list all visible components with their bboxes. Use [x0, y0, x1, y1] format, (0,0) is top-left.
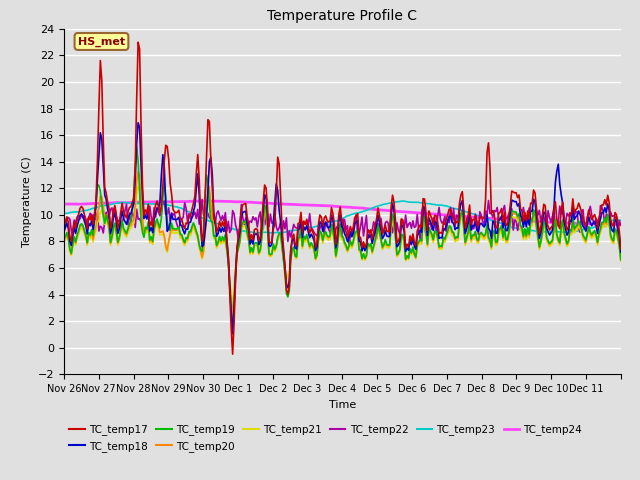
- TC_temp24: [614, 222, 621, 228]
- TC_temp20: [616, 243, 623, 249]
- TC_temp17: [134, 39, 142, 45]
- TC_temp21: [460, 228, 468, 234]
- TC_temp23: [399, 198, 406, 204]
- TC_temp17: [60, 221, 68, 227]
- TC_temp18: [460, 215, 468, 220]
- TC_temp17: [97, 58, 104, 63]
- Line: TC_temp18: TC_temp18: [64, 123, 621, 334]
- TC_temp21: [543, 238, 550, 243]
- TC_temp20: [79, 224, 87, 230]
- TC_temp21: [60, 240, 68, 245]
- TC_temp22: [616, 218, 623, 224]
- TC_temp19: [228, 326, 236, 332]
- TC_temp23: [348, 212, 356, 217]
- TC_temp20: [349, 239, 357, 245]
- TC_temp22: [97, 223, 104, 229]
- Title: Temperature Profile C: Temperature Profile C: [268, 10, 417, 24]
- Legend: TC_temp17, TC_temp18, TC_temp19, TC_temp20, TC_temp21, TC_temp22, TC_temp23, TC_: TC_temp17, TC_temp18, TC_temp19, TC_temp…: [69, 424, 582, 452]
- Line: TC_temp21: TC_temp21: [64, 187, 621, 306]
- TC_temp22: [198, 197, 206, 203]
- Line: TC_temp17: TC_temp17: [64, 42, 621, 354]
- TC_temp24: [79, 201, 87, 207]
- TC_temp23: [616, 217, 623, 223]
- TC_temp20: [97, 193, 104, 199]
- TC_temp21: [349, 241, 357, 247]
- TC_temp20: [134, 168, 142, 174]
- TC_temp24: [213, 198, 221, 204]
- TC_temp20: [617, 257, 625, 263]
- TC_temp20: [60, 237, 68, 243]
- TC_temp21: [134, 184, 142, 190]
- TC_temp19: [97, 188, 104, 194]
- TC_temp18: [543, 226, 550, 231]
- TC_temp19: [60, 236, 68, 242]
- TC_temp23: [617, 217, 625, 223]
- TC_temp18: [617, 249, 625, 255]
- TC_temp21: [228, 303, 236, 309]
- Line: TC_temp20: TC_temp20: [64, 171, 621, 317]
- TC_temp17: [617, 246, 625, 252]
- TC_temp18: [134, 120, 142, 126]
- TC_temp17: [543, 219, 550, 225]
- TC_temp22: [617, 222, 625, 228]
- TC_temp22: [60, 229, 68, 235]
- Line: TC_temp24: TC_temp24: [64, 201, 621, 225]
- TC_temp21: [617, 258, 625, 264]
- TC_temp23: [97, 203, 104, 209]
- TC_temp20: [543, 235, 550, 241]
- TC_temp18: [616, 234, 623, 240]
- TC_temp21: [97, 209, 104, 215]
- TC_temp23: [460, 208, 468, 214]
- TC_temp18: [79, 213, 87, 218]
- TC_temp19: [616, 242, 623, 248]
- TC_temp24: [458, 214, 466, 219]
- TC_temp19: [617, 257, 625, 263]
- Line: TC_temp19: TC_temp19: [64, 147, 621, 329]
- Line: TC_temp23: TC_temp23: [64, 201, 621, 233]
- TC_temp17: [460, 208, 468, 214]
- TC_temp18: [60, 227, 68, 233]
- TC_temp23: [543, 228, 550, 234]
- TC_temp19: [79, 222, 87, 228]
- Y-axis label: Temperature (C): Temperature (C): [22, 156, 32, 247]
- TC_temp19: [349, 238, 357, 244]
- TC_temp20: [228, 314, 236, 320]
- TC_temp24: [348, 204, 356, 210]
- TC_temp17: [616, 229, 623, 235]
- TC_temp18: [349, 229, 357, 235]
- TC_temp19: [543, 234, 550, 240]
- TC_temp22: [543, 223, 550, 228]
- TC_temp23: [252, 230, 260, 236]
- TC_temp24: [617, 222, 625, 228]
- TC_temp20: [460, 226, 468, 231]
- TC_temp22: [349, 232, 357, 238]
- X-axis label: Time: Time: [329, 400, 356, 409]
- TC_temp22: [79, 215, 87, 221]
- TC_temp19: [460, 224, 468, 230]
- TC_temp24: [97, 201, 104, 206]
- TC_temp18: [97, 130, 104, 136]
- TC_temp23: [79, 208, 87, 214]
- TC_temp17: [349, 224, 357, 230]
- TC_temp24: [541, 219, 549, 225]
- TC_temp17: [228, 351, 236, 357]
- TC_temp21: [79, 227, 87, 233]
- TC_temp22: [460, 218, 468, 224]
- Text: HS_met: HS_met: [78, 36, 125, 47]
- TC_temp23: [60, 211, 68, 216]
- TC_temp18: [228, 331, 236, 336]
- TC_temp17: [79, 205, 87, 211]
- Line: TC_temp22: TC_temp22: [64, 200, 621, 244]
- TC_temp19: [133, 144, 141, 150]
- TC_temp22: [345, 241, 353, 247]
- TC_temp24: [60, 201, 68, 207]
- TC_temp21: [616, 245, 623, 251]
